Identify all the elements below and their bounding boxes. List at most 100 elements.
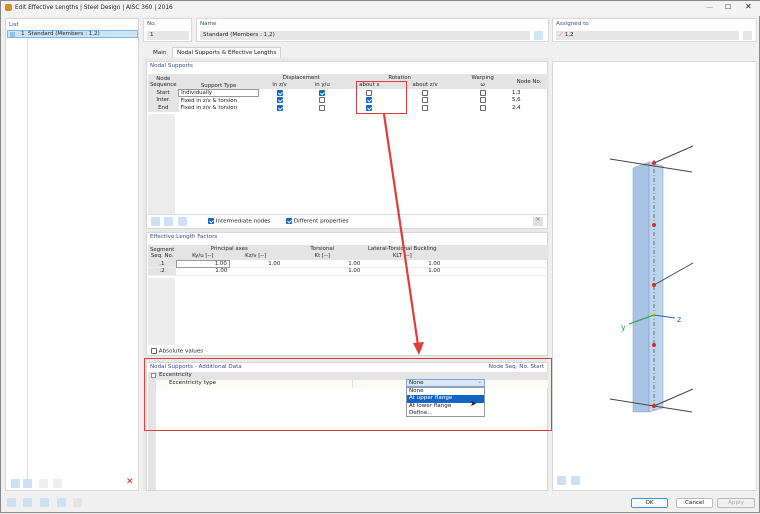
ky-cell[interactable]: 1.00: [215, 268, 228, 275]
z-axis-label: z: [677, 315, 681, 324]
display-icon[interactable]: [571, 476, 580, 485]
apply-button[interactable]: Apply: [717, 498, 755, 508]
eccentricity-type-row: Eccentricity type: [156, 380, 548, 388]
col-support-type: Support Type: [200, 82, 237, 89]
eccentricity-group[interactable]: Eccentricity: [148, 372, 548, 380]
in-z-checkbox[interactable]: [276, 104, 283, 111]
help-icon[interactable]: [7, 498, 16, 507]
list-item[interactable]: 1 Standard (Members : 1,2): [7, 30, 138, 38]
collapse-icon[interactable]: [151, 373, 156, 378]
klt-cell[interactable]: 1.00: [428, 268, 441, 275]
delete-icon[interactable]: ✕: [126, 477, 134, 487]
info-icon[interactable]: [57, 498, 66, 507]
about-z-checkbox[interactable]: [422, 97, 429, 103]
node-sequence: Inter.: [148, 96, 179, 104]
intermediate-nodes-checkbox[interactable]: Intermediate nodes: [208, 218, 271, 225]
absolute-values-label: Absolute values: [158, 348, 204, 355]
col-in-y: in y/u: [314, 82, 330, 89]
list-item-no: 1: [21, 31, 25, 37]
tab-main[interactable]: Main: [153, 50, 167, 56]
kz-cell[interactable]: 1.00: [268, 260, 281, 267]
z-axis: [653, 314, 676, 319]
kz-cell[interactable]: [229, 268, 282, 276]
node-settings-icon[interactable]: [164, 217, 173, 226]
col-kt: Kt [--]: [314, 253, 330, 260]
no-field[interactable]: 1: [147, 31, 189, 40]
name-label: Name: [200, 21, 217, 27]
in-y-checkbox[interactable]: [319, 104, 326, 111]
highlight-additional-data: [144, 358, 552, 431]
dropdown-option[interactable]: None: [409, 388, 424, 394]
copy-item-icon[interactable]: [23, 479, 32, 488]
nodal-toolbar: Intermediate nodes Different properties …: [147, 214, 547, 229]
edit-name-icon[interactable]: [534, 31, 543, 40]
about-z-checkbox[interactable]: [422, 104, 429, 111]
insert-node-icon[interactable]: [151, 217, 160, 226]
tab-nodal-supports[interactable]: Nodal Supports & Effective Lengths: [172, 47, 282, 58]
section-title: Nodal Supports - Additional Data: [150, 364, 242, 370]
warping-checkbox[interactable]: [479, 89, 486, 96]
mouse-cursor-icon: ➤: [470, 399, 477, 408]
in-y-checkbox[interactable]: [319, 97, 326, 103]
close-button[interactable]: ✕: [745, 2, 752, 11]
assigned-field[interactable]: ⟋ 1,2: [556, 31, 739, 40]
list-panel: List 1 Standard (Members : 1,2) ✕: [5, 18, 139, 491]
eccentricity-type-select[interactable]: None ⌄: [406, 379, 485, 387]
in-z-checkbox[interactable]: [276, 97, 283, 103]
ok-button[interactable]: OK: [631, 498, 668, 508]
about-x-checkbox[interactable]: [366, 104, 373, 111]
node-no: 1,3: [512, 89, 521, 96]
dropdown-option[interactable]: Define...: [409, 409, 433, 416]
warping-checkbox[interactable]: [479, 97, 486, 103]
ky-cell[interactable]: 1.00: [175, 259, 230, 268]
kt-cell[interactable]: 1.00: [348, 260, 361, 267]
support-type: Fixed in z/v & torsion: [180, 97, 238, 104]
in-z-checkbox[interactable]: [276, 89, 283, 96]
support-type-cell[interactable]: Fixed in z/v & torsion: [179, 97, 259, 105]
eccentricity-type-label: Eccentricity type: [169, 380, 217, 386]
about-x-checkbox[interactable]: [366, 89, 373, 96]
about-z-checkbox[interactable]: [422, 89, 429, 96]
segment-no: .2: [148, 267, 177, 275]
uncheck-icon[interactable]: [53, 479, 62, 488]
tree-icon[interactable]: [40, 498, 49, 507]
support-type-cell[interactable]: Individually: [178, 88, 260, 97]
dropdown-option[interactable]: At upper flange: [407, 395, 484, 403]
y-axis-label: y: [621, 323, 626, 332]
new-item-icon[interactable]: [11, 479, 20, 488]
model-view: z y: [552, 61, 757, 491]
pick-node-icon[interactable]: [178, 217, 187, 226]
warping-checkbox[interactable]: [479, 104, 486, 111]
in-y-checkbox[interactable]: [319, 89, 326, 96]
no-label: No.: [147, 21, 157, 27]
support-type-cell[interactable]: Fixed in z/v & torsion: [179, 104, 259, 112]
kt-cell[interactable]: 1.00: [348, 268, 361, 275]
maximize-button[interactable]: ☐: [725, 3, 732, 11]
list-item-label: Standard (Members : 1,2): [28, 31, 100, 37]
node-sequence: End: [148, 104, 179, 112]
col-node-no: Node No.: [516, 78, 542, 85]
support-lines: [609, 145, 694, 413]
name-field[interactable]: Standard (Members : 1,2): [200, 31, 530, 40]
absolute-values-checkbox[interactable]: Absolute values: [151, 348, 203, 355]
different-properties-checkbox[interactable]: Different properties: [286, 218, 349, 225]
check-icon[interactable]: [39, 479, 48, 488]
view-options-icon[interactable]: [557, 476, 566, 485]
dropdown-list: None At upper flange At lower flange Define…: [406, 387, 485, 417]
select-members-icon[interactable]: [743, 31, 752, 40]
effective-length-table: Segment Seq. No. Principal axes Torsiona…: [148, 245, 548, 276]
col-principal: Principal axes: [210, 245, 248, 252]
cancel-button[interactable]: Cancel: [676, 498, 713, 508]
clear-icon[interactable]: ✕: [533, 217, 543, 226]
assigned-panel: Assigned to ⟋ 1,2: [552, 18, 757, 42]
units-icon[interactable]: [23, 498, 32, 507]
function-icon[interactable]: [73, 498, 82, 507]
about-x-checkbox[interactable]: [366, 97, 373, 103]
minimize-button[interactable]: —: [706, 3, 713, 11]
table-row: .1 1.00 1.00 1.00 1.00: [148, 259, 548, 268]
klt-cell[interactable]: 1.00: [428, 260, 441, 267]
intermediate-nodes-label: Intermediate nodes: [215, 218, 271, 225]
highlight-about-x: [356, 81, 407, 114]
segment-no: .1: [148, 260, 177, 268]
dropdown-option[interactable]: At lower flange: [409, 402, 452, 409]
